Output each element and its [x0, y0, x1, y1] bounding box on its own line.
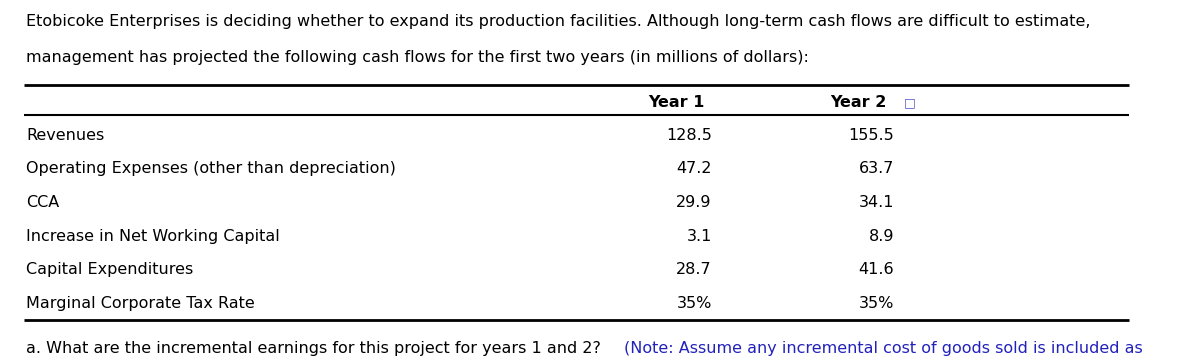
Text: a. What are the incremental earnings for this project for years 1 and 2?: a. What are the incremental earnings for…	[26, 341, 606, 356]
Text: Operating Expenses (other than depreciation): Operating Expenses (other than depreciat…	[26, 161, 396, 176]
Text: 29.9: 29.9	[677, 195, 712, 210]
Text: Year 1: Year 1	[648, 95, 704, 110]
Text: (Note: Assume any incremental cost of goods sold is included as: (Note: Assume any incremental cost of go…	[624, 341, 1142, 356]
Text: 155.5: 155.5	[848, 128, 894, 143]
Text: CCA: CCA	[26, 195, 59, 210]
Text: Capital Expenditures: Capital Expenditures	[26, 262, 193, 277]
Text: 41.6: 41.6	[858, 262, 894, 277]
Text: Year 2: Year 2	[830, 95, 887, 110]
Text: 35%: 35%	[677, 296, 712, 311]
Text: 8.9: 8.9	[869, 229, 894, 244]
Text: Etobicoke Enterprises is deciding whether to expand its production facilities. A: Etobicoke Enterprises is deciding whethe…	[26, 14, 1091, 29]
Text: 28.7: 28.7	[676, 262, 712, 277]
Text: 47.2: 47.2	[677, 161, 712, 176]
Text: 34.1: 34.1	[858, 195, 894, 210]
Text: 128.5: 128.5	[666, 128, 712, 143]
Text: Marginal Corporate Tax Rate: Marginal Corporate Tax Rate	[26, 296, 254, 311]
Text: 35%: 35%	[859, 296, 894, 311]
Text: management has projected the following cash flows for the first two years (in mi: management has projected the following c…	[26, 49, 809, 65]
Text: 63.7: 63.7	[859, 161, 894, 176]
Text: Revenues: Revenues	[26, 128, 104, 143]
Text: 3.1: 3.1	[686, 229, 712, 244]
Text: Increase in Net Working Capital: Increase in Net Working Capital	[26, 229, 280, 244]
Text: □: □	[904, 96, 916, 109]
